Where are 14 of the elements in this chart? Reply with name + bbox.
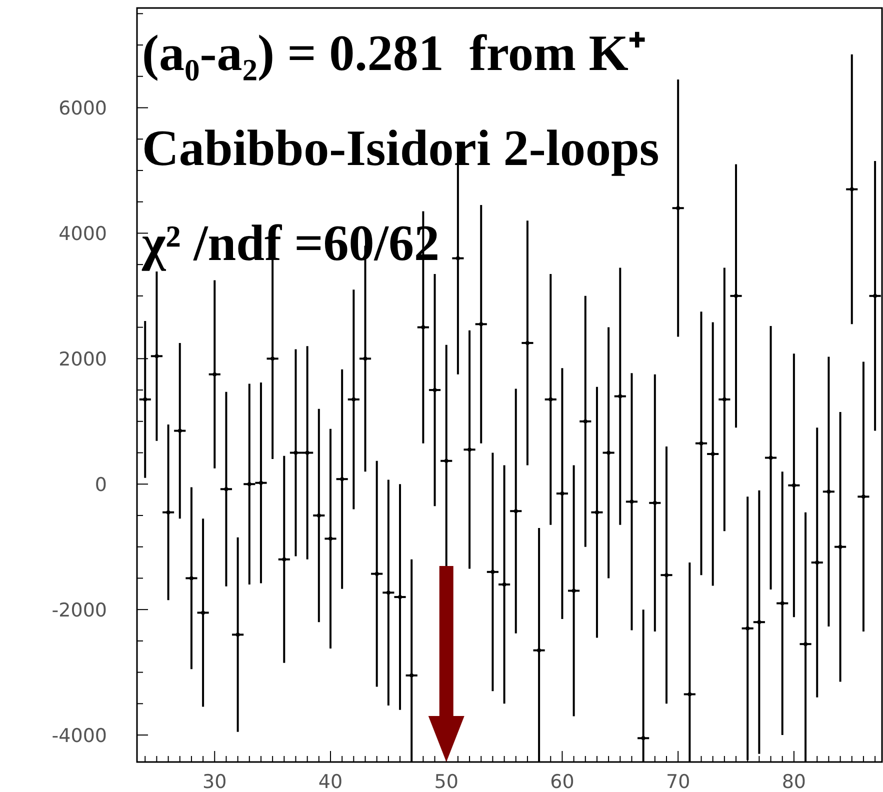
x-tick-label: 60 [550,771,574,792]
x-tick-label: 40 [318,771,343,792]
x-tick-label: 30 [202,771,227,792]
y-tick-label: -2000 [52,600,107,622]
x-tick-label: 50 [434,771,458,792]
y-tick-label: -4000 [52,725,107,748]
y-tick-label: 2000 [58,348,107,371]
y-tick-label: 0 [94,474,107,496]
annotation: (a₀-a₂) = 0.281 from K⁺ [142,26,646,82]
annotation: Cabibbo-Isidori 2-loops [142,121,660,177]
x-tick-label: 70 [666,771,690,792]
y-tick-label: 4000 [58,223,107,246]
x-tick-label: 80 [782,771,806,792]
y-tick-label: 6000 [58,98,107,120]
